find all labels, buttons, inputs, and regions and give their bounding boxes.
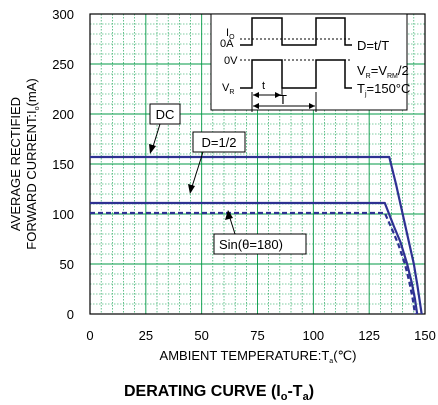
series-line-1 bbox=[90, 201, 419, 315]
inset-0a: 0A bbox=[220, 38, 234, 50]
y-tick-label: 50 bbox=[60, 257, 74, 272]
x-tick-label: 50 bbox=[194, 328, 208, 343]
annotation-sin: Sin(θ=180) bbox=[213, 210, 307, 255]
y-tick-label: 0 bbox=[67, 307, 74, 322]
y-tick-label: 300 bbox=[52, 7, 74, 22]
inset-d-formula: D=t/T bbox=[357, 38, 389, 53]
x-tick-label: 25 bbox=[139, 328, 153, 343]
y-tick-label: 100 bbox=[52, 207, 74, 222]
svg-text:IO: IO bbox=[226, 27, 235, 41]
annotation-dc-label: DC bbox=[156, 107, 175, 122]
inset-T: T bbox=[279, 92, 287, 107]
svg-text:Tj=150°C: Tj=150°C bbox=[357, 81, 410, 98]
x-tick-label: 150 bbox=[414, 328, 436, 343]
series-line-0 bbox=[90, 155, 423, 315]
inset-waveform: IO 0A 0V VR t T D=t/T VR=VRM/2 Tj=150°C bbox=[210, 13, 410, 112]
annotation-d-half: D=1/2 bbox=[188, 131, 246, 194]
inset-0v: 0V bbox=[224, 55, 238, 67]
series-lines bbox=[90, 155, 423, 315]
chart-title: DERATING CURVE (Io-Ta) bbox=[124, 383, 314, 403]
svg-text:VR=VRM/2: VR=VRM/2 bbox=[357, 63, 409, 80]
annotation-d-half-label: D=1/2 bbox=[201, 135, 236, 150]
y-tick-label: 250 bbox=[52, 57, 74, 72]
annotation-dc: DC bbox=[149, 103, 181, 154]
svg-text:VR: VR bbox=[222, 82, 234, 96]
annotation-sin-label: Sin(θ=180) bbox=[219, 237, 283, 252]
y-axis-label-line2: FORWARD CURRENT:Io(mA) bbox=[24, 78, 41, 249]
x-tick-label: 0 bbox=[86, 328, 93, 343]
x-axis-label: AMBIENT TEMPERATURE:Ta(℃) bbox=[160, 348, 357, 365]
inset-t: t bbox=[262, 80, 265, 92]
x-tick-labels: 0 25 50 75 100 125 150 bbox=[86, 328, 435, 343]
y-tick-label: 150 bbox=[52, 157, 74, 172]
x-tick-label: 125 bbox=[358, 328, 380, 343]
x-tick-label: 100 bbox=[302, 328, 324, 343]
series-line-2 bbox=[90, 211, 417, 315]
y-axis-label-line1: AVERAGE RECTIFIED bbox=[8, 97, 23, 231]
y-tick-labels: 0 50 100 150 200 250 300 bbox=[52, 7, 74, 322]
x-tick-label: 75 bbox=[250, 328, 264, 343]
y-tick-label: 200 bbox=[52, 107, 74, 122]
